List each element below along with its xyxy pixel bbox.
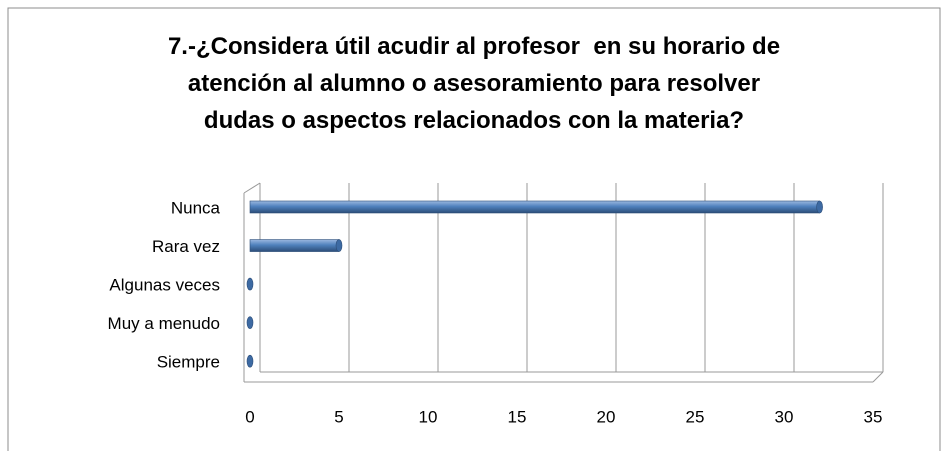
- y-tick-label: Algunas veces: [109, 276, 220, 295]
- x-tick-label: 15: [508, 407, 527, 426]
- y-tick-label: Muy a menudo: [108, 314, 220, 333]
- floor-right: [872, 371, 884, 383]
- bar-cap: [246, 277, 254, 291]
- bar: [249, 200, 823, 214]
- bar-cap: [246, 354, 254, 368]
- bar-cap: [246, 316, 254, 329]
- x-tick-label: 5: [334, 407, 343, 426]
- left-wall-edge: [243, 182, 261, 194]
- bar-body: [249, 200, 820, 214]
- x-tick-label: 30: [775, 407, 794, 426]
- bar-body: [249, 239, 340, 252]
- bar: [249, 239, 343, 252]
- x-tick-label: 0: [245, 407, 254, 426]
- x-tick-label: 20: [597, 407, 616, 426]
- y-tick-label: Nunca: [171, 198, 221, 217]
- bar: [246, 277, 254, 291]
- chart-frame: [7, 7, 941, 451]
- x-tick-label: 25: [686, 407, 705, 426]
- chart-title: 7.-¿Considera útil acudir al profesor en…: [167, 33, 781, 134]
- bar: [246, 316, 254, 329]
- bar: [246, 354, 254, 368]
- bar-cap: [335, 239, 343, 252]
- x-tick-label: 35: [864, 407, 883, 426]
- bar-cap: [816, 200, 823, 214]
- x-tick-label: 10: [419, 407, 438, 426]
- y-tick-label: Siempre: [157, 353, 220, 372]
- y-tick-label: Rara vez: [152, 237, 220, 256]
